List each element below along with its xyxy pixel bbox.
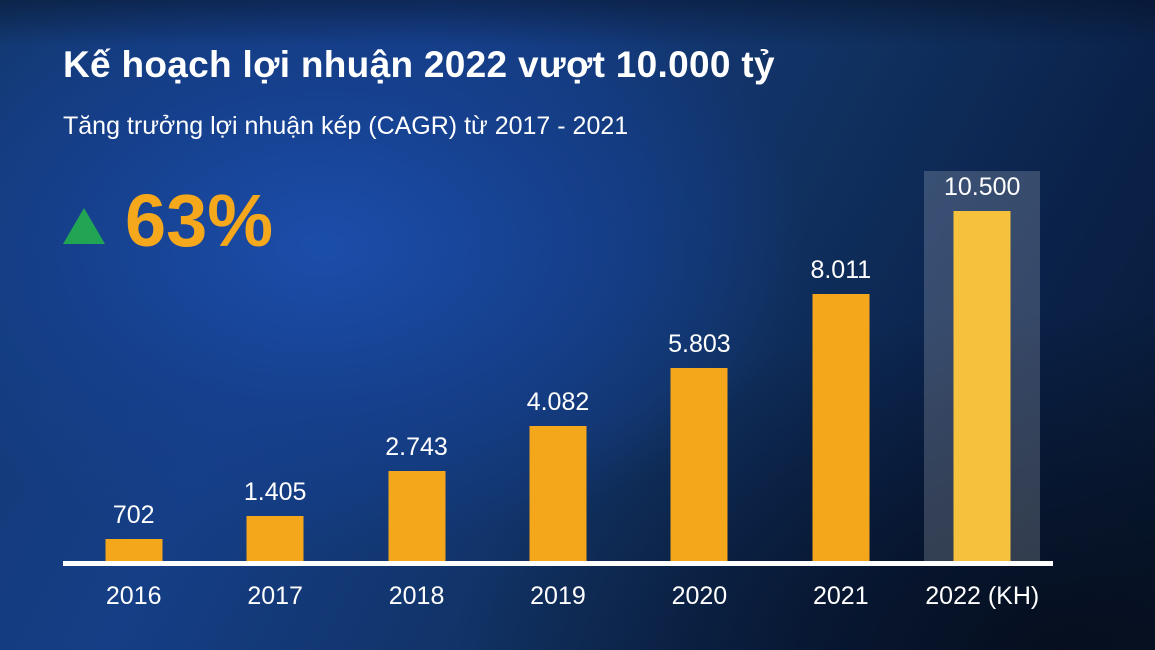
bar [529, 426, 587, 563]
bars-row: 702 1.405 2.743 4.082 5.803 8.011 10.500 [63, 0, 1053, 563]
x-axis-label: 2021 [813, 582, 869, 610]
bar-group: 702 [63, 0, 204, 563]
bar-value-label: 1.405 [243, 478, 307, 506]
page-title: Kế hoạch lợi nhuận 2022 vượt 10.000 tỷ [63, 44, 775, 85]
bar-chart: 702 1.405 2.743 4.082 5.803 8.011 10.500 [63, 0, 1053, 563]
bar-value-label: 2.743 [385, 433, 448, 461]
bar [105, 539, 163, 563]
x-axis-label: 2016 [105, 582, 162, 610]
x-axis-label: 2019 [530, 582, 586, 610]
bar [670, 368, 728, 563]
bar-group: 10.500 [912, 0, 1053, 563]
bar-value-label: 702 [112, 501, 155, 529]
bar-group: 1.405 [204, 0, 345, 563]
bar [953, 211, 1011, 563]
x-axis-label: 2022 (KH) [925, 582, 1040, 610]
up-triangle-icon [63, 208, 105, 244]
cagr-annotation: 63% [63, 184, 273, 258]
x-axis-label: 2018 [388, 582, 445, 610]
bar-group: 4.082 [487, 0, 628, 563]
bar [246, 516, 304, 563]
bar-value-label: 8.011 [810, 256, 872, 284]
x-axis-label: 2020 [671, 582, 728, 610]
cagr-value: 63% [125, 179, 274, 262]
bar [812, 294, 870, 563]
x-axis-line [63, 561, 1053, 566]
x-axis-label: 2017 [247, 582, 303, 610]
bar-value-label: 10.500 [944, 173, 1021, 201]
bar [388, 471, 446, 563]
bar-value-label: 4.082 [526, 388, 590, 416]
x-axis: 2016 2017 2018 2019 2020 2021 2022 (KH) [63, 582, 1053, 611]
bar-value-label: 5.803 [668, 330, 731, 358]
bar-group: 2.743 [346, 0, 487, 563]
page-subtitle: Tăng trưởng lợi nhuận kép (CAGR) từ 2017… [63, 112, 629, 140]
bar-group: 8.011 [770, 0, 911, 563]
bar-group: 5.803 [629, 0, 770, 563]
